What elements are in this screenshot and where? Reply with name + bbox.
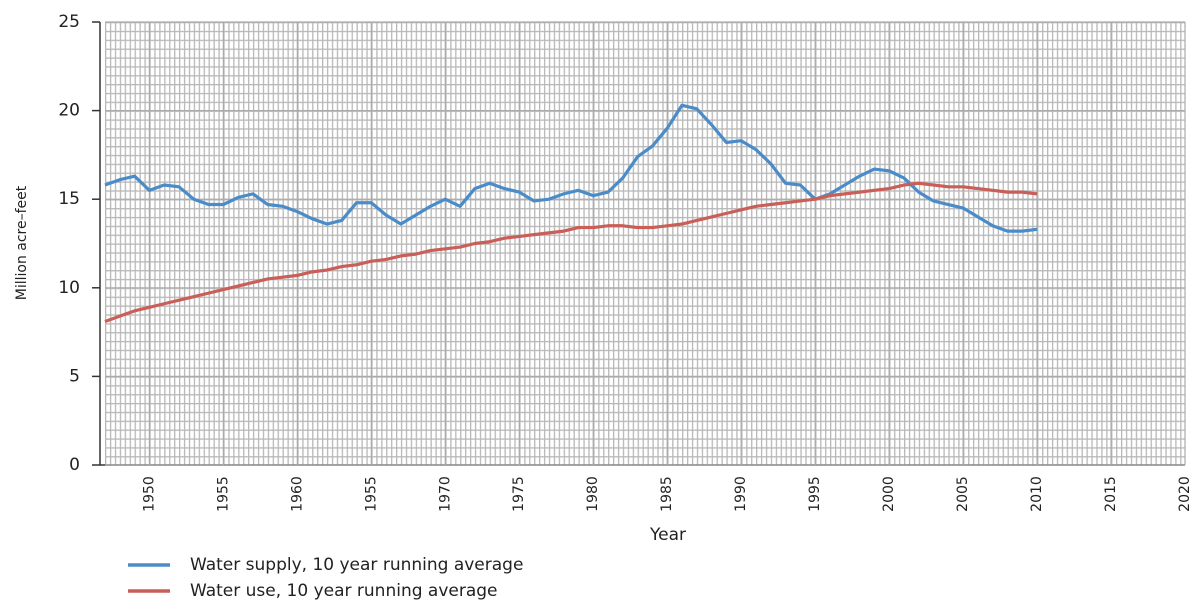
x-tick-label: 1985 [659, 476, 675, 512]
y-tick-label: 15 [58, 189, 80, 209]
x-axis-title: Year [649, 525, 686, 545]
x-tick-label: 2005 [955, 476, 971, 512]
y-tick-label: 0 [69, 455, 80, 475]
x-tick-label: 2000 [881, 476, 897, 512]
y-tick-label: 25 [58, 12, 80, 32]
x-tick-label: 1960 [289, 476, 305, 512]
x-tick-label: 2015 [1103, 476, 1119, 512]
series-line [104, 181, 1038, 323]
x-tick-label: 1980 [585, 476, 601, 512]
x-tick-label: 1975 [511, 476, 527, 512]
x-tick-label: 2020 [1177, 476, 1193, 512]
y-tick-label: 10 [58, 278, 80, 298]
plot-area [105, 22, 1185, 465]
x-tick-label: 1955 [363, 476, 379, 512]
legend-label: Water supply, 10 year running average [190, 555, 523, 575]
x-tick-label: 1995 [807, 476, 823, 512]
y-tick-label: 5 [69, 366, 80, 386]
x-tick-label: 1990 [733, 476, 749, 512]
series-line [104, 103, 1038, 233]
legend-label: Water use, 10 year running average [190, 581, 498, 601]
x-tick-label: 2010 [1029, 476, 1045, 512]
x-tick-label: 1955 [215, 476, 231, 512]
y-axis-title: Million acre–feet [14, 185, 30, 300]
y-tick-label: 20 [58, 101, 80, 121]
x-tick-label: 1970 [437, 476, 453, 512]
x-tick-label: 1950 [141, 476, 157, 512]
